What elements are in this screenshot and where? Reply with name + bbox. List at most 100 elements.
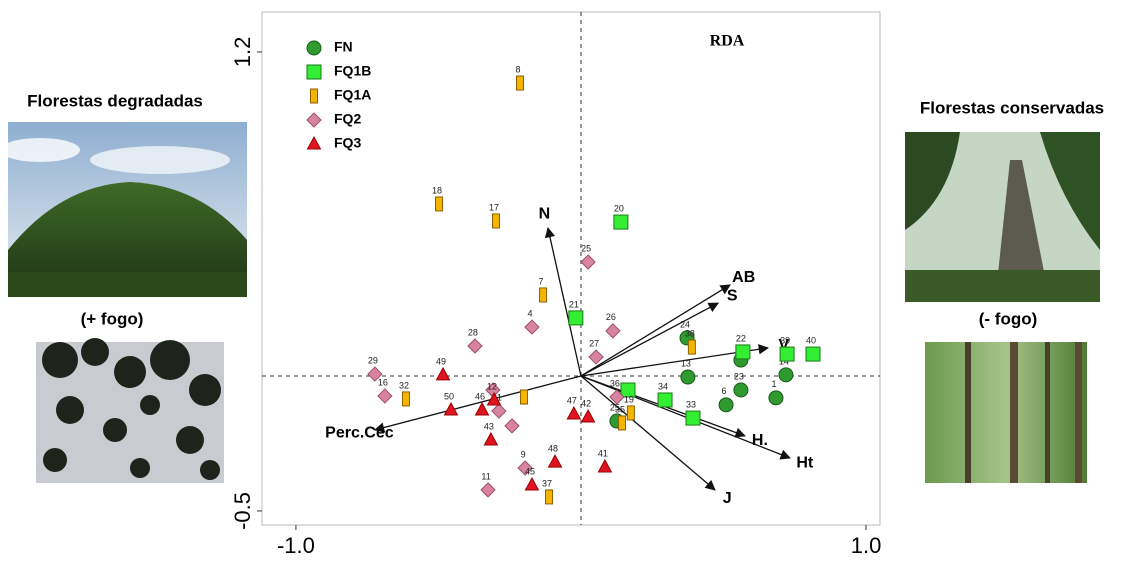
point — [768, 390, 784, 406]
arrow-label: Ht — [796, 454, 814, 471]
point — [580, 254, 596, 270]
point-label: 23 — [734, 371, 744, 381]
point-label: 39 — [780, 335, 790, 345]
biplot-arrow — [544, 226, 582, 377]
point-label: 19 — [624, 394, 634, 404]
y-tick-label: -0.5 — [230, 492, 255, 530]
chart-title: RDA — [710, 33, 745, 50]
point-label: 36 — [610, 378, 620, 388]
point — [524, 319, 540, 335]
legend-label: FQ2 — [334, 111, 361, 127]
point — [517, 460, 533, 476]
legend-label: FQ3 — [334, 135, 361, 151]
point — [613, 214, 629, 230]
point — [504, 418, 520, 434]
y-tick-label: 1.2 — [230, 37, 255, 68]
photo-degraded-hill — [0, 122, 247, 297]
point-label: 16 — [378, 377, 388, 387]
point — [580, 408, 596, 423]
point-label: 12 — [487, 381, 497, 391]
point-label: 4 — [527, 308, 532, 318]
point-label: 25 — [610, 402, 620, 412]
point-label: 6 — [722, 386, 727, 396]
arrow-label: N — [539, 206, 551, 223]
photo-caption: (+ fogo) — [81, 309, 144, 328]
plot-frame — [261, 11, 881, 526]
point-label: 50 — [444, 391, 454, 401]
point — [492, 213, 501, 229]
legend-marker — [306, 135, 322, 150]
biplot-arrow — [580, 375, 716, 491]
point-label: 1 — [771, 379, 776, 389]
point — [401, 391, 410, 407]
point-label: 8 — [515, 64, 520, 74]
point — [519, 389, 528, 405]
arrow-label: J — [723, 490, 732, 507]
point — [685, 410, 701, 426]
arrow-label: AB — [732, 269, 755, 286]
point — [626, 405, 635, 421]
point-label: 48 — [548, 443, 558, 453]
legend-label: FQ1B — [334, 63, 371, 79]
point-label: 25 — [581, 243, 591, 253]
photo-title: Florestas conservadas — [920, 98, 1104, 117]
point — [620, 382, 636, 398]
legend-marker — [310, 88, 318, 104]
point — [491, 403, 507, 419]
point — [609, 389, 625, 405]
point-label: 45 — [525, 466, 535, 476]
point-label: 7 — [539, 276, 544, 286]
point-label: 11 — [481, 471, 490, 481]
point — [435, 366, 451, 381]
point — [539, 287, 548, 303]
point — [545, 489, 554, 505]
arrow-label: Perc.Cec — [325, 425, 394, 442]
point — [515, 75, 524, 91]
point-label: 38 — [685, 328, 695, 338]
point — [735, 344, 751, 360]
x-tick-label: 1.0 — [851, 533, 882, 558]
arrow-label: S — [727, 288, 738, 305]
point — [474, 401, 490, 416]
biplot-arrow — [580, 375, 791, 460]
point-label: 13 — [681, 358, 691, 368]
point-label: 33 — [686, 399, 696, 409]
point-label: 34 — [658, 381, 668, 391]
point-label: 24 — [680, 319, 690, 329]
legend-marker — [306, 40, 322, 56]
point — [377, 388, 393, 404]
point — [435, 196, 444, 212]
point — [605, 323, 621, 339]
point — [657, 392, 673, 408]
point-label: 47 — [567, 395, 577, 405]
point-label: 28 — [468, 327, 478, 337]
point — [805, 346, 821, 362]
point — [687, 339, 696, 355]
point — [568, 310, 584, 326]
point-label: 20 — [614, 203, 624, 213]
biplot-arrow — [373, 375, 582, 433]
photo-title: Florestas degradadas — [27, 91, 203, 110]
photo-conserved-forest — [925, 342, 1087, 483]
point — [618, 415, 627, 431]
point — [733, 382, 749, 398]
point — [524, 476, 540, 491]
point-label: 46 — [475, 391, 485, 401]
point-label: 40 — [806, 335, 816, 345]
point — [486, 391, 502, 406]
point-label: 18 — [432, 185, 442, 195]
point — [566, 405, 582, 420]
x-tick-label: -1.0 — [277, 533, 315, 558]
point — [779, 346, 795, 362]
point — [597, 458, 613, 473]
point-label: 43 — [484, 421, 494, 431]
point-label: 21 — [569, 299, 579, 309]
legend-label: FN — [334, 39, 353, 55]
point-label: 49 — [436, 356, 446, 366]
point-label: 35 — [615, 404, 625, 414]
point-label: 27 — [589, 338, 599, 348]
point — [588, 349, 604, 365]
point-label: 32 — [399, 380, 409, 390]
arrow-label: V — [778, 337, 789, 354]
